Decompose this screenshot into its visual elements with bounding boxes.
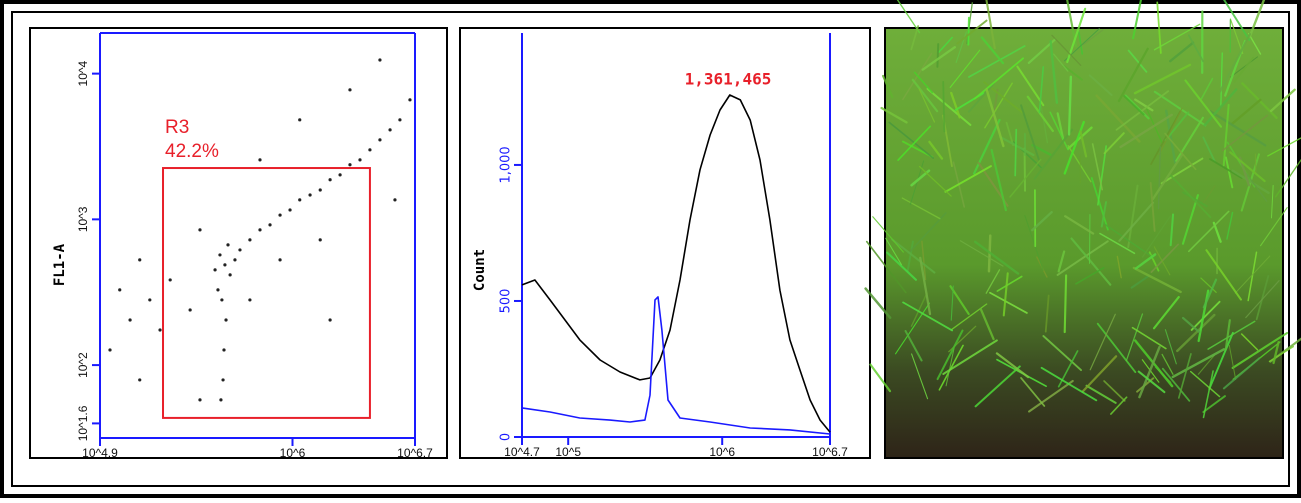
point	[169, 278, 172, 281]
point	[328, 318, 331, 321]
leaf-stroke	[968, 18, 969, 45]
point	[118, 288, 121, 291]
point	[219, 398, 222, 401]
point	[378, 138, 381, 141]
point	[278, 258, 281, 261]
leaf-stroke	[1015, 130, 1016, 176]
y-tick-label: 10^1.6	[76, 405, 90, 441]
point	[348, 88, 351, 91]
point	[223, 263, 226, 266]
plant-photo	[866, 0, 1301, 458]
point	[398, 118, 401, 121]
point	[248, 238, 251, 241]
point	[213, 268, 216, 271]
point	[308, 193, 311, 196]
point	[233, 258, 236, 261]
point	[368, 148, 371, 151]
point	[226, 243, 229, 246]
point	[218, 253, 221, 256]
point	[328, 178, 331, 181]
point	[221, 378, 224, 381]
point	[189, 308, 192, 311]
point	[248, 298, 251, 301]
point	[288, 208, 291, 211]
y-tick-label: 500	[499, 289, 514, 314]
x-tick-label: 10^4.9	[82, 446, 118, 460]
point	[198, 398, 201, 401]
peak-annotation: 1,361,465	[685, 70, 772, 89]
point	[319, 188, 322, 191]
point	[278, 213, 281, 216]
y-tick-label: 0	[499, 433, 514, 441]
point	[258, 228, 261, 231]
x-tick-label: 10^6.7	[397, 446, 433, 460]
point	[388, 128, 391, 131]
point	[229, 273, 232, 276]
point	[238, 248, 241, 251]
point	[138, 258, 141, 261]
point	[216, 288, 219, 291]
point	[408, 98, 411, 101]
point	[298, 118, 301, 121]
point	[108, 348, 111, 351]
point	[220, 298, 223, 301]
leaf-stroke	[1065, 275, 1066, 332]
point	[298, 198, 301, 201]
point	[358, 158, 361, 161]
y-tick-label: 10^3	[76, 206, 90, 232]
y-tick-label: 10^2	[76, 352, 90, 378]
x-tick-label: 10^4.7	[504, 445, 540, 459]
gate-percent: 42.2%	[165, 141, 219, 162]
point	[198, 228, 201, 231]
y-tick-label: 10^4	[76, 60, 90, 86]
point	[268, 223, 271, 226]
point	[258, 158, 261, 161]
y-axis-title: Count	[472, 249, 488, 291]
x-tick-label: 10^6	[709, 445, 735, 459]
x-tick-label: 10^5	[555, 445, 581, 459]
point	[224, 318, 227, 321]
leaf-stroke	[937, 44, 938, 67]
point	[378, 58, 381, 61]
point	[128, 318, 131, 321]
x-tick-label: 10^6.7	[812, 445, 848, 459]
y-tick-label: 1,000	[499, 146, 514, 183]
point	[158, 328, 161, 331]
point	[319, 238, 322, 241]
y-axis-title: FL1-A	[52, 243, 68, 286]
gate-label: R3	[165, 117, 189, 138]
point	[393, 198, 396, 201]
x-tick-label: 10^6	[280, 446, 306, 460]
point	[222, 348, 225, 351]
point	[338, 173, 341, 176]
point	[138, 378, 141, 381]
point	[148, 298, 151, 301]
leaf-stroke	[943, 82, 944, 132]
point	[348, 163, 351, 166]
panel-frame	[30, 28, 447, 458]
